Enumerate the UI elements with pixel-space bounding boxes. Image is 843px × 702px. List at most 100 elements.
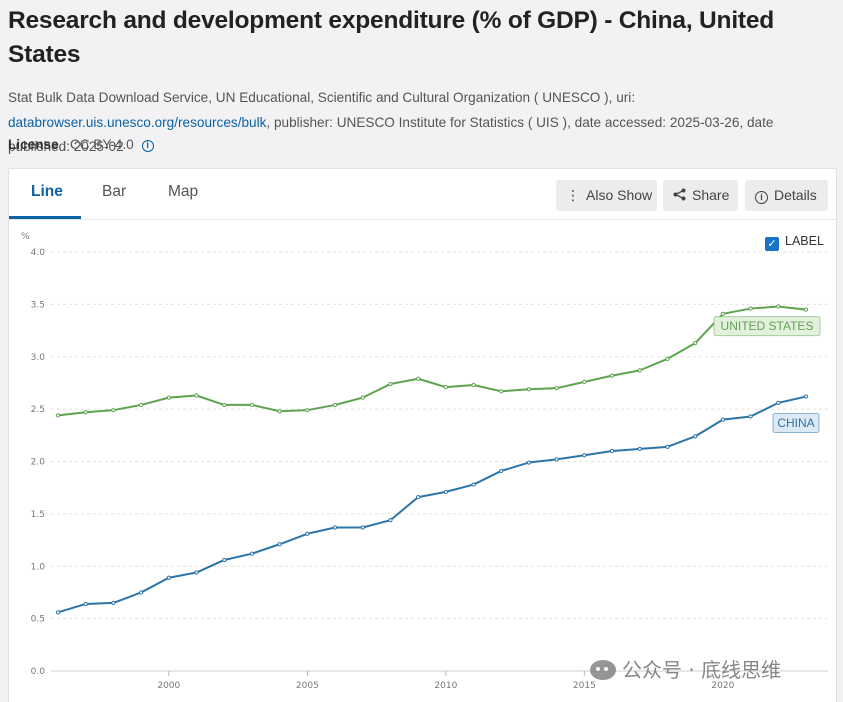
series-label-box-united-states	[713, 316, 821, 337]
data-point-united-states-1996	[55, 413, 61, 418]
data-point-china-1998	[111, 600, 116, 606]
watermark-text: 公众号 · 底线思维	[622, 658, 782, 682]
y-tick-label-7: 3.5	[31, 300, 45, 310]
data-point-china-2010	[443, 489, 448, 494]
data-point-china-2005	[305, 531, 310, 536]
data-point-united-states-2002	[222, 402, 227, 408]
series-label-box-china	[772, 413, 820, 434]
tab-map[interactable]: Map	[168, 183, 199, 200]
chart-card: Line Bar Map ⋮ Also Show Share i Details ✓…	[8, 168, 837, 702]
info-icon[interactable]: i	[141, 140, 154, 152]
data-point-china-2012	[499, 468, 504, 474]
source-suffix: , publisher: UNESCO Institute for Statis…	[8, 114, 774, 155]
data-point-united-states-2004	[277, 409, 282, 414]
data-point-united-states-1997	[83, 410, 88, 415]
source-prefix: Stat Bulk Data Download Service, UN Educ…	[8, 90, 636, 105]
data-point-united-states-1998	[111, 408, 116, 413]
data-point-united-states-2017	[637, 368, 642, 373]
data-point-china-2016	[609, 448, 615, 454]
x-tick-label-4: 2020	[711, 681, 734, 691]
series-line-china	[57, 395, 807, 614]
y-tick-label-5: 2.5	[31, 405, 45, 415]
data-point-united-states-2008	[388, 381, 393, 387]
x-tick-label-1: 2005	[296, 681, 319, 691]
vertical-dots-icon: ⋮	[566, 187, 580, 203]
y-tick-label-3: 1.5	[31, 510, 45, 520]
info-circle-icon: i	[755, 191, 768, 204]
also-show-button[interactable]: ⋮ Also Show	[556, 180, 657, 211]
y-tick-label-0: 0.0	[31, 667, 46, 677]
data-point-united-states-2021	[748, 306, 753, 311]
data-point-united-states-2005	[305, 408, 310, 413]
y-axis-unit-label: %	[21, 232, 30, 242]
y-tick-label-2: 1.0	[31, 562, 46, 572]
data-point-united-states-2003	[249, 402, 255, 408]
active-tab-indicator	[9, 216, 81, 219]
wechat-icon	[590, 660, 616, 680]
data-point-china-1997	[83, 601, 88, 607]
data-point-united-states-2020	[720, 311, 725, 316]
data-point-china-2017	[637, 446, 642, 452]
data-point-china-2022	[776, 400, 781, 405]
data-point-united-states-2000	[166, 395, 171, 400]
checkbox-checked-icon[interactable]: ✓	[765, 237, 779, 251]
label-toggle[interactable]: ✓ LABEL	[765, 234, 824, 251]
data-point-china-2001	[194, 570, 199, 575]
data-point-united-states-2007	[360, 395, 365, 400]
page-title: Research and development expenditure (% …	[8, 7, 775, 68]
details-button[interactable]: i Details	[745, 180, 828, 211]
y-tick-label-4: 2.0	[31, 458, 46, 468]
data-point-china-2013	[526, 460, 532, 465]
data-point-china-2008	[388, 518, 393, 523]
details-label: Details	[774, 187, 817, 203]
data-point-united-states-2012	[499, 389, 504, 394]
data-point-united-states-2010	[443, 385, 448, 390]
data-point-china-2006	[332, 525, 338, 530]
data-point-china-2007	[360, 525, 365, 530]
data-point-china-2014	[554, 457, 559, 462]
chart-tabs: Line Bar Map ⋮ Also Show Share i Details	[9, 169, 836, 220]
data-point-china-2009	[416, 495, 421, 500]
share-icon	[673, 180, 686, 211]
share-button[interactable]: Share	[663, 180, 738, 211]
watermark: 公众号 · 底线思维	[590, 654, 781, 683]
license-label: License	[8, 137, 59, 152]
data-point-china-2021	[748, 414, 753, 419]
data-point-united-states-2022	[776, 304, 781, 309]
y-tick-label-8: 4.0	[31, 248, 46, 258]
data-point-china-1999	[139, 590, 144, 595]
label-toggle-text: LABEL	[785, 234, 824, 248]
x-tick-label-2: 2010	[434, 681, 457, 691]
data-point-china-2018	[665, 444, 670, 449]
data-point-china-2015	[582, 453, 587, 458]
also-show-label: Also Show	[586, 187, 653, 203]
share-label: Share	[692, 187, 730, 203]
tab-bar[interactable]: Bar	[102, 183, 127, 200]
x-tick-label-3: 2015	[573, 681, 596, 691]
data-point-china-2000	[166, 575, 171, 580]
data-point-united-states-2013	[526, 387, 532, 392]
data-point-china-2004	[277, 542, 282, 547]
y-tick-label-6: 3.0	[31, 353, 46, 363]
data-point-united-states-2001	[194, 393, 199, 398]
data-point-china-2002	[222, 557, 227, 563]
data-point-china-1996	[55, 610, 61, 615]
data-point-united-states-2015	[582, 379, 587, 384]
x-tick-label-0: 2000	[157, 681, 180, 691]
source-citation: Stat Bulk Data Download Service, UN Educ…	[8, 86, 838, 160]
series-line-united-states	[57, 305, 807, 417]
data-point-united-states-2018	[665, 356, 670, 361]
license-line: License : CC BY-4.0 i	[8, 135, 154, 155]
data-point-china-2003	[249, 551, 255, 556]
line-chart: % 0.0 0.5 1.0 1.5 2.0 2.5 3.0 3.5 4.0 2000 2005 2010…	[21, 232, 828, 691]
series-label-united-states: UNITED STATES	[721, 319, 814, 333]
data-point-china-2019	[693, 434, 698, 439]
source-link[interactable]: databrowser.uis.unesco.org/resources/bul…	[8, 114, 267, 130]
tab-line[interactable]: Line	[31, 183, 63, 200]
data-point-united-states-2023	[803, 307, 809, 312]
data-point-china-2011	[471, 482, 476, 487]
data-point-united-states-2006	[332, 402, 338, 408]
data-point-united-states-2014	[554, 386, 559, 391]
data-point-united-states-2009	[416, 376, 421, 381]
series-label-china: CHINA	[777, 416, 814, 430]
